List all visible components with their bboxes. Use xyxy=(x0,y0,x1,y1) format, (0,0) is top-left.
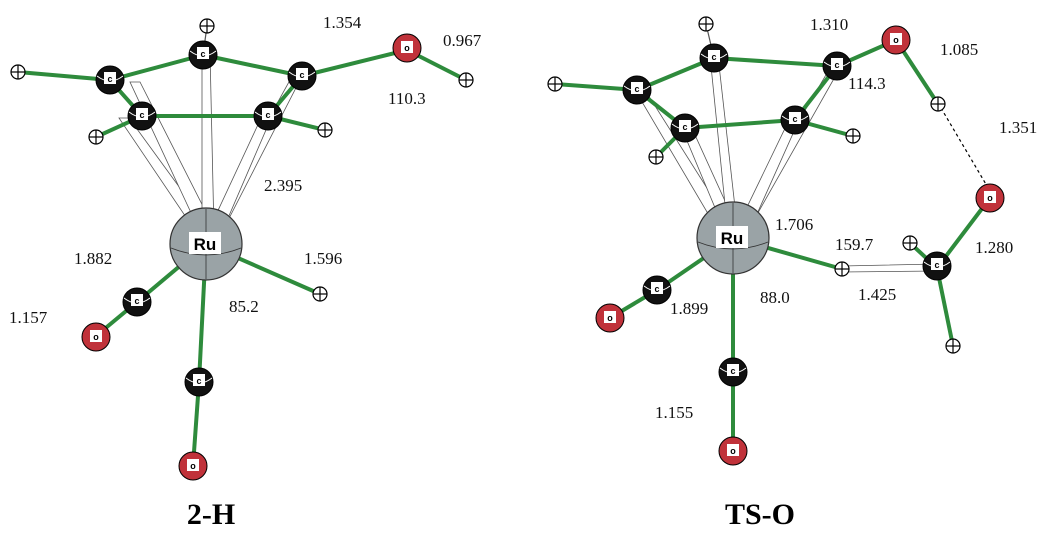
hydrogen-atom xyxy=(88,129,104,145)
svg-text:c: c xyxy=(634,84,639,94)
label-1-157: 1.157 xyxy=(9,308,48,327)
carbon-atom: c xyxy=(253,101,283,131)
green-bonds xyxy=(553,38,992,452)
hydrogen-atoms xyxy=(10,18,474,302)
label-1-882: 1.882 xyxy=(74,249,112,268)
oxygen-atom: o xyxy=(178,451,208,481)
oxygen-atom: o xyxy=(975,183,1005,213)
svg-text:c: c xyxy=(134,296,139,306)
structure-title-tso: TS-O xyxy=(725,498,795,531)
carbon-atom: c xyxy=(718,357,748,387)
carbon-atom: c xyxy=(922,251,952,281)
svg-text:c: c xyxy=(654,284,659,294)
carbon-atom: c xyxy=(822,51,852,81)
hydrogen-atom xyxy=(648,149,664,165)
label-2-395: 2.395 xyxy=(264,176,302,195)
oxygen-atom: o xyxy=(595,303,625,333)
svg-text:c: c xyxy=(200,49,205,59)
label-159-7: 159.7 xyxy=(835,235,874,254)
svg-text:o: o xyxy=(190,461,196,471)
svg-text:Ru: Ru xyxy=(194,235,217,254)
svg-text:c: c xyxy=(682,122,687,132)
structure-tso: c c c c xyxy=(547,15,1037,531)
label-1-310: 1.310 xyxy=(810,15,848,34)
structure-2h: c c c c xyxy=(9,13,482,531)
svg-text:c: c xyxy=(730,366,735,376)
ru-ring-links xyxy=(118,51,301,233)
hydrogen-bond xyxy=(940,107,988,187)
oxygen-atom: o xyxy=(881,25,911,55)
oxygen-atom: o xyxy=(81,322,111,352)
oxygen-atoms: o o o xyxy=(81,33,422,481)
carbon-atom: c xyxy=(127,101,157,131)
structure-title-2h: 2-H xyxy=(187,498,235,531)
label-1-354: 1.354 xyxy=(323,13,362,32)
carbon-atom: c xyxy=(184,367,214,397)
label-1-085: 1.085 xyxy=(940,40,978,59)
hydrogen-atom xyxy=(834,261,850,277)
svg-text:c: c xyxy=(265,110,270,120)
hydrogen-atom xyxy=(312,286,328,302)
svg-text:o: o xyxy=(404,43,410,53)
hydrogen-atom xyxy=(945,338,961,354)
hydrogen-atom xyxy=(199,18,215,34)
carbon-atom: c xyxy=(670,113,700,143)
carbon-atoms: c c c c xyxy=(95,40,317,397)
svg-text:c: c xyxy=(934,260,939,270)
label-85-2: 85.2 xyxy=(229,297,259,316)
svg-text:Ru: Ru xyxy=(721,229,744,248)
carbon-atom: c xyxy=(642,275,672,305)
label-1-706: 1.706 xyxy=(775,215,813,234)
svg-text:o: o xyxy=(93,332,99,342)
carbon-atom: c xyxy=(188,40,218,70)
hydrogen-atoms xyxy=(547,16,961,354)
label-1-596: 1.596 xyxy=(304,249,342,268)
oxygen-atom: o xyxy=(392,33,422,63)
label-1-351: 1.351 xyxy=(999,118,1037,137)
svg-text:o: o xyxy=(987,193,993,203)
label-114-3: 114.3 xyxy=(848,74,886,93)
svg-text:c: c xyxy=(139,110,144,120)
svg-text:c: c xyxy=(299,70,304,80)
carbon-atom: c xyxy=(780,105,810,135)
svg-text:c: c xyxy=(711,52,716,62)
svg-text:c: c xyxy=(792,114,797,124)
hydrogen-atom xyxy=(698,16,714,32)
carbon-atom: c xyxy=(287,61,317,91)
hydrogen-atom xyxy=(902,235,918,251)
hydrogen-atom xyxy=(10,64,26,80)
label-1-899: 1.899 xyxy=(670,299,708,318)
hydrogen-atom xyxy=(930,96,946,112)
svg-text:c: c xyxy=(196,376,201,386)
label-110-3: 110.3 xyxy=(388,89,426,108)
svg-text:c: c xyxy=(834,60,839,70)
hydrogen-atom xyxy=(547,76,563,92)
svg-text:o: o xyxy=(607,313,613,323)
labels-tso: 1.310 1.085 114.3 1.351 1.706 159.7 1.28… xyxy=(655,15,1037,531)
svg-text:o: o xyxy=(730,446,736,456)
svg-text:o: o xyxy=(893,35,899,45)
svg-text:c: c xyxy=(107,74,112,84)
label-1-425: 1.425 xyxy=(858,285,896,304)
label-1-155: 1.155 xyxy=(655,403,693,422)
hydrogen-atom xyxy=(458,72,474,88)
ruthenium-atom: Ru xyxy=(169,207,243,281)
label-88-0: 88.0 xyxy=(760,288,790,307)
oxygen-atoms: o o o o xyxy=(595,25,1005,466)
hydrogen-atom xyxy=(317,122,333,138)
carbon-atoms: c c c c xyxy=(622,43,952,387)
carbon-atom: c xyxy=(122,287,152,317)
carbon-atom: c xyxy=(699,43,729,73)
labels-2h: 1.354 0.967 110.3 2.395 1.882 1.596 1.15… xyxy=(9,13,482,531)
oxygen-atom: o xyxy=(718,436,748,466)
carbon-atom: c xyxy=(95,65,125,95)
label-1-280: 1.280 xyxy=(975,238,1013,257)
hydrogen-atom xyxy=(845,128,861,144)
label-0-967: 0.967 xyxy=(443,31,482,50)
ruthenium-atom: Ru xyxy=(696,201,770,275)
carbon-atom: c xyxy=(622,75,652,105)
